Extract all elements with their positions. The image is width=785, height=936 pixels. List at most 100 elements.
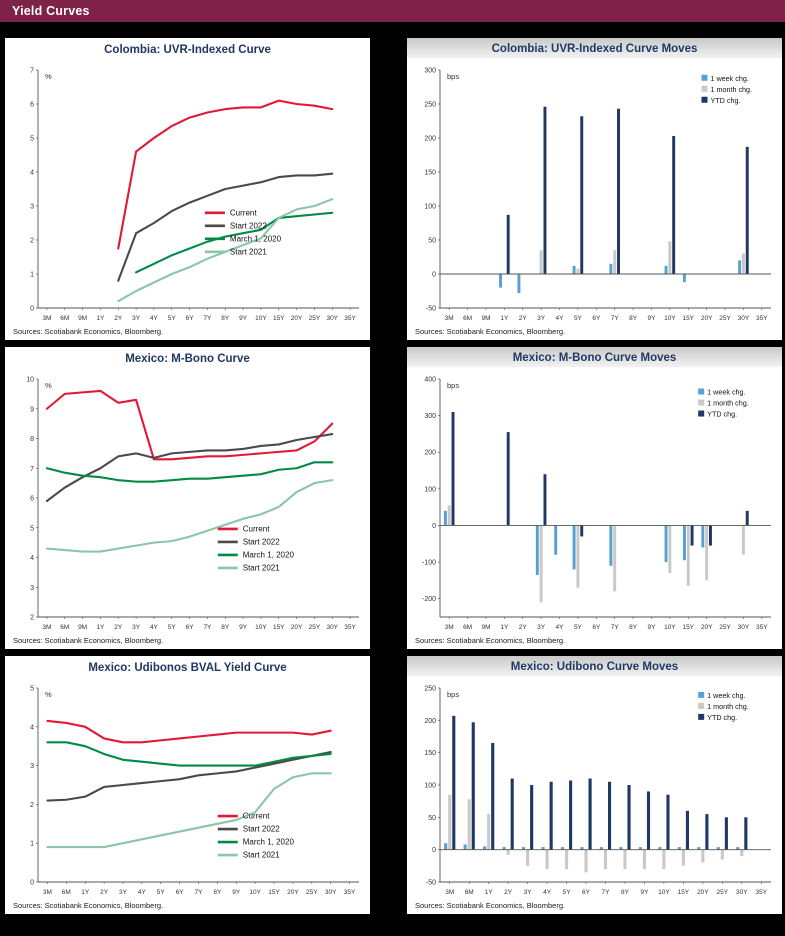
svg-text:10Y: 10Y [249, 889, 261, 896]
svg-text:15Y: 15Y [273, 315, 285, 322]
line-chart-colombia-uvr: 0 1 2 3 4 5 6 7 3M 6M 9M 1Y 2Y 3Y 4Y 5Y 6Y 7Y 8Y 9Y 10Y 15Y 20… [8, 58, 367, 326]
svg-text:4Y: 4Y [543, 889, 552, 896]
svg-text:9Y: 9Y [232, 889, 241, 896]
svg-text:100: 100 [424, 783, 436, 790]
svg-text:Start 2022: Start 2022 [243, 825, 280, 834]
svg-text:6M: 6M [62, 889, 71, 896]
panel-mexico-udibono-moves: Mexico: Udibono Curve Moves -50 0 50 100 150… [407, 656, 782, 914]
svg-text:1 week chg.: 1 week chg. [710, 74, 748, 83]
svg-text:-200: -200 [422, 596, 436, 603]
svg-text:7: 7 [30, 466, 34, 473]
svg-text:5Y: 5Y [168, 624, 177, 631]
svg-text:4: 4 [30, 724, 34, 731]
svg-text:0: 0 [432, 272, 436, 279]
svg-text:30Y: 30Y [326, 624, 338, 631]
svg-text:15Y: 15Y [268, 889, 280, 896]
svg-text:4Y: 4Y [138, 889, 147, 896]
svg-text:25Y: 25Y [719, 315, 731, 322]
svg-text:3M: 3M [445, 315, 454, 322]
svg-text:Current: Current [230, 209, 257, 218]
svg-text:7Y: 7Y [203, 315, 212, 322]
svg-text:25Y: 25Y [717, 889, 729, 896]
svg-text:35Y: 35Y [344, 889, 356, 896]
svg-text:2Y: 2Y [114, 624, 123, 631]
svg-text:4Y: 4Y [150, 315, 159, 322]
svg-text:300: 300 [424, 68, 436, 75]
chart-title: Mexico: M-Bono Curve [125, 353, 250, 365]
svg-text:bps: bps [447, 72, 459, 81]
svg-text:9Y: 9Y [647, 624, 656, 631]
svg-text:6: 6 [30, 102, 34, 109]
svg-text:200: 200 [424, 450, 436, 457]
svg-text:2Y: 2Y [114, 315, 123, 322]
svg-text:20Y: 20Y [287, 889, 299, 896]
chart-sources: Sources: Scotiabank Economics, Bloomberg… [13, 901, 164, 910]
svg-text:1Y: 1Y [485, 889, 494, 896]
svg-text:9Y: 9Y [239, 315, 248, 322]
svg-text:6M: 6M [463, 315, 472, 322]
svg-text:10Y: 10Y [255, 624, 267, 631]
svg-text:%: % [45, 72, 52, 81]
chart-sources: Sources: Scotiabank Economics, Bloomberg… [415, 636, 566, 645]
chart-title: Mexico: Udibono Curve Moves [407, 656, 782, 676]
svg-text:6Y: 6Y [592, 315, 601, 322]
svg-text:3M: 3M [42, 624, 51, 631]
svg-text:35Y: 35Y [755, 889, 767, 896]
svg-text:7Y: 7Y [195, 889, 204, 896]
svg-text:30Y: 30Y [738, 624, 750, 631]
svg-text:50: 50 [428, 238, 436, 245]
svg-text:30Y: 30Y [736, 889, 748, 896]
svg-text:1: 1 [30, 841, 34, 848]
svg-text:3: 3 [30, 585, 34, 592]
chart-title: Colombia: UVR-Indexed Curve [104, 44, 271, 56]
svg-text:7Y: 7Y [611, 624, 620, 631]
svg-text:6Y: 6Y [176, 889, 185, 896]
svg-text:250: 250 [424, 686, 436, 693]
svg-text:150: 150 [424, 170, 436, 177]
panel-colombia-uvr-curve: Colombia: UVR-Indexed Curve 0 1 2 3 4 5 6 7 3M 6M… [5, 38, 370, 340]
svg-text:4Y: 4Y [150, 624, 159, 631]
bar-chart-colombia-uvr-moves: -50 0 50 100 150 200 250 300 3M 6M 9M 1Y 2Y 3Y 4Y 5Y 6Y 7… [410, 58, 779, 326]
panel-mexico-udibonos-curve: Mexico: Udibonos BVAL Yield Curve 0 1 2 3 4 5… [5, 656, 370, 914]
panel-mexico-mbono-moves: Mexico: M-Bono Curve Moves -200 -100 0 100 2… [407, 347, 782, 649]
svg-text:200: 200 [424, 718, 436, 725]
svg-text:bps: bps [447, 381, 459, 390]
svg-text:3M: 3M [43, 889, 52, 896]
svg-text:20Y: 20Y [291, 315, 303, 322]
svg-text:30Y: 30Y [738, 315, 750, 322]
svg-text:10Y: 10Y [664, 315, 676, 322]
svg-text:%: % [45, 381, 52, 390]
svg-text:YTD chg.: YTD chg. [707, 410, 737, 419]
svg-text:9M: 9M [481, 315, 490, 322]
svg-text:1 month chg.: 1 month chg. [707, 399, 749, 408]
svg-text:10: 10 [26, 377, 34, 384]
svg-text:9Y: 9Y [647, 315, 656, 322]
svg-text:6M: 6M [465, 889, 474, 896]
svg-text:8Y: 8Y [221, 315, 230, 322]
svg-text:3Y: 3Y [537, 315, 546, 322]
svg-text:30Y: 30Y [325, 889, 337, 896]
svg-text:4: 4 [30, 170, 34, 177]
svg-text:10Y: 10Y [664, 624, 676, 631]
svg-text:Current: Current [243, 812, 270, 821]
svg-text:9Y: 9Y [640, 889, 649, 896]
svg-text:March 1, 2020: March 1, 2020 [243, 551, 295, 560]
svg-text:300: 300 [424, 413, 436, 420]
svg-text:9M: 9M [78, 624, 87, 631]
svg-text:6Y: 6Y [582, 889, 591, 896]
svg-text:1 week chg.: 1 week chg. [707, 388, 745, 397]
svg-text:6M: 6M [463, 624, 472, 631]
svg-text:100: 100 [424, 486, 436, 493]
svg-text:2Y: 2Y [519, 624, 528, 631]
svg-text:35Y: 35Y [756, 624, 768, 631]
chart-grid: Colombia: UVR-Indexed Curve 0 1 2 3 4 5 6 7 3M 6M… [0, 22, 785, 914]
svg-text:-50: -50 [426, 306, 436, 313]
svg-text:1Y: 1Y [81, 889, 90, 896]
svg-text:1 month chg.: 1 month chg. [710, 85, 752, 94]
svg-text:8Y: 8Y [221, 624, 230, 631]
svg-text:100: 100 [424, 204, 436, 211]
svg-text:400: 400 [424, 377, 436, 384]
chart-title: Mexico: M-Bono Curve Moves [407, 347, 782, 367]
svg-text:3Y: 3Y [119, 889, 128, 896]
